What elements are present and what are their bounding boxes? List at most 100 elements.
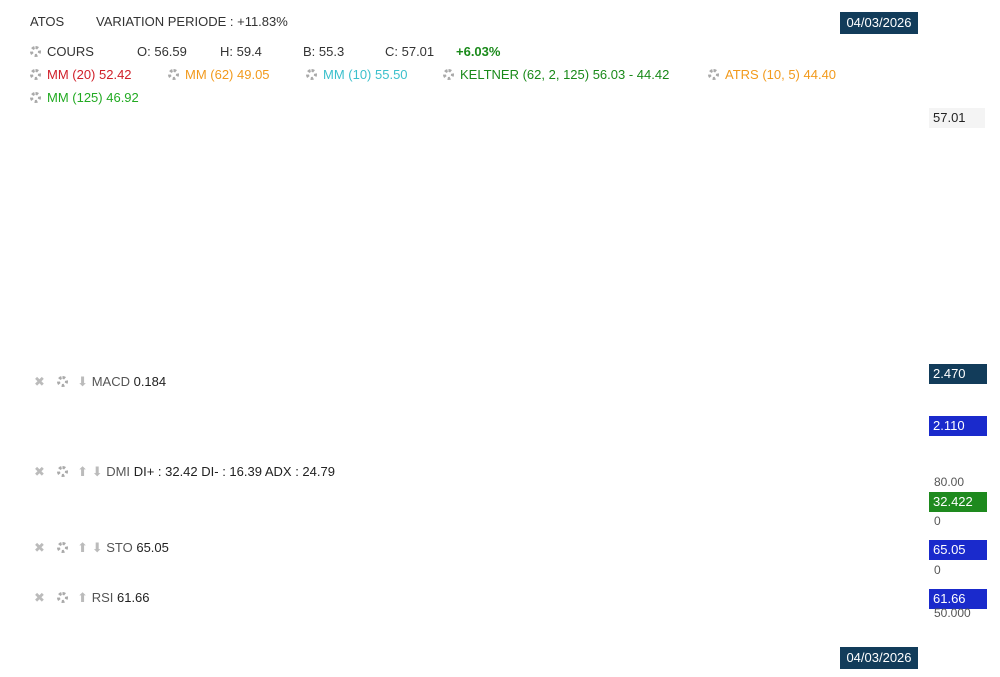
candle	[483, 209, 487, 218]
legend-open: O: 56.59	[137, 44, 187, 59]
candle	[283, 329, 288, 338]
close-icon[interactable]: ✖	[34, 464, 45, 479]
gear-icon[interactable]	[56, 592, 68, 603]
candle	[734, 197, 739, 205]
candle	[294, 335, 299, 344]
crosshair-value-badge: 2.470	[929, 364, 987, 384]
candle	[178, 166, 183, 175]
rsi-label[interactable]: ✖ ⬆ RSI 61.66	[34, 590, 150, 605]
dmi-axis-bottom: 0	[934, 514, 941, 528]
legend-cours[interactable]: COURS	[30, 44, 94, 59]
gear-icon[interactable]	[168, 69, 179, 80]
time-tick-label: 11/2024	[104, 653, 147, 667]
candle	[808, 112, 812, 121]
close-icon[interactable]: ✖	[34, 374, 45, 389]
candle	[210, 178, 215, 187]
legend-mm20[interactable]: MM (20) 52.42	[30, 67, 132, 82]
dmi-badge: 32.422	[929, 492, 987, 512]
legend-atrs[interactable]: ATRS (10, 5) 44.40	[708, 67, 836, 82]
rsi-oversold-zone	[27, 626, 929, 644]
candle	[713, 166, 718, 175]
macd-label[interactable]: ✖ ⬇ MACD 0.184	[34, 374, 167, 389]
price-series	[158, 82, 812, 350]
candle	[430, 227, 435, 236]
legend-mm62[interactable]: MM (62) 49.05	[168, 67, 270, 82]
candle	[503, 233, 508, 242]
macd-badge: 2.110	[929, 416, 987, 436]
close-icon[interactable]: ✖	[34, 540, 45, 555]
gear-icon[interactable]	[30, 69, 41, 80]
gear-icon[interactable]	[443, 69, 454, 80]
candle	[472, 239, 477, 248]
candle	[199, 172, 204, 181]
macd-line	[30, 388, 810, 446]
candle	[776, 178, 781, 187]
arrow-up-icon[interactable]: ⬆	[77, 590, 89, 605]
arrow-up-icon[interactable]: ⬆	[77, 464, 89, 479]
legend-close: C: 57.01	[385, 44, 435, 59]
arrow-down-icon[interactable]: ⬇	[77, 374, 89, 389]
candle	[703, 160, 708, 169]
channel-lines	[195, 38, 930, 366]
candle	[158, 190, 162, 199]
candle	[524, 227, 529, 236]
candle	[692, 148, 697, 157]
time-tick-label: 08/2025	[548, 653, 592, 667]
sto-badge: 65.05	[929, 540, 987, 560]
time-tick-label: 10/2025	[643, 653, 687, 667]
arrow-up-icon[interactable]: ⬆	[77, 540, 89, 555]
close-icon[interactable]: ✖	[34, 590, 45, 605]
gear-icon[interactable]	[30, 46, 41, 57]
legend-mm125[interactable]: MM (125) 46.92	[30, 90, 139, 105]
time-tick-label: 03/2025	[283, 653, 327, 667]
sto-axis-bottom: 0	[934, 563, 941, 577]
candle	[252, 341, 257, 350]
candle	[346, 257, 351, 266]
candle	[367, 233, 372, 242]
candle	[724, 190, 729, 199]
channel-line	[294, 129, 930, 266]
candle	[409, 215, 414, 224]
legend-keltner[interactable]: KELTNER (62, 2, 125) 56.03 - 44.42	[443, 67, 669, 82]
gear-icon[interactable]	[30, 92, 41, 103]
price-tick-label: 32.000	[934, 260, 971, 274]
date-badge-top: 04/03/2026	[840, 12, 918, 34]
price-line	[159, 86, 811, 348]
time-axis: 11/2024 01/2025 03/2025 05/2025 07/2025 08/20…	[104, 653, 837, 667]
dmi-minus-line	[29, 511, 811, 518]
symbol-title: ATOS	[30, 14, 65, 29]
sto-label[interactable]: ✖ ⬆ ⬇ STO 65.05	[34, 540, 169, 555]
price-tick-label: 24.000	[934, 309, 971, 323]
arrow-down-icon[interactable]: ⬇	[91, 464, 103, 479]
channel-line	[514, 294, 930, 366]
candle	[619, 203, 624, 212]
dmi-label[interactable]: ✖ ⬆ ⬇ DMI DI+ : 32.42 DI- : 16.39 ADX : …	[34, 464, 335, 479]
legend-mm10[interactable]: MM (10) 55.50	[306, 67, 408, 82]
candle	[745, 184, 750, 193]
rsi-panel	[26, 581, 930, 645]
channel-line	[294, 129, 930, 141]
legend-high: H: 59.4	[220, 44, 262, 59]
candle	[378, 172, 383, 181]
candle	[262, 329, 267, 338]
gear-icon[interactable]	[708, 69, 719, 80]
gear-icon[interactable]	[56, 466, 68, 477]
candle	[388, 203, 393, 212]
time-tick-label: 05/2025	[373, 653, 417, 667]
candle	[650, 124, 655, 133]
candle	[577, 299, 582, 308]
gear-icon[interactable]	[56, 542, 68, 553]
dmi-axis-top: 80.00	[934, 475, 965, 489]
candle	[420, 215, 425, 224]
candle	[451, 251, 456, 260]
keltner-zone	[195, 80, 440, 364]
dmi-plus-line	[29, 491, 811, 520]
gear-icon[interactable]	[306, 69, 317, 80]
channel-zone	[440, 38, 929, 364]
candle	[566, 287, 571, 296]
candle	[241, 311, 246, 320]
candle	[587, 281, 592, 290]
gear-icon[interactable]	[56, 376, 68, 387]
arrow-down-icon[interactable]: ⬇	[91, 540, 103, 555]
